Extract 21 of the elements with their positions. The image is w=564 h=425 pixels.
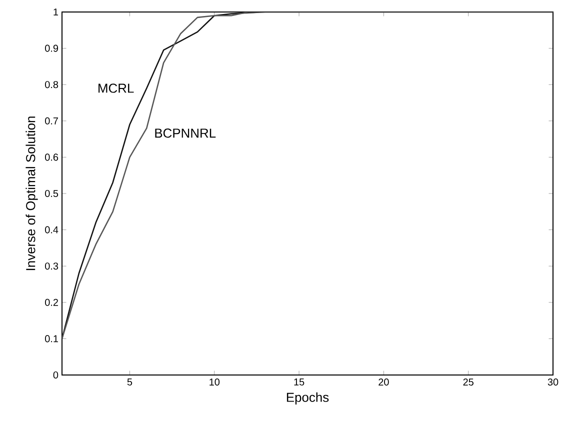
- y-tick-label: 0: [53, 371, 58, 379]
- series-label: BCPNNRL: [155, 128, 216, 138]
- x-tick-label: 30: [548, 378, 558, 386]
- x-axis-title: Epochs: [286, 392, 329, 404]
- y-tick-label: 1: [54, 8, 58, 16]
- y-tick-label: 0.4: [45, 226, 58, 234]
- x-tick-label: 25: [463, 378, 474, 386]
- y-tick-label: 0.6: [45, 154, 58, 161]
- y-axis-title: Inverse of Optimal Solution: [26, 116, 38, 270]
- x-tick-label: 10: [210, 378, 220, 386]
- x-tick-label: 15: [294, 378, 304, 386]
- y-tick-label: 0.8: [45, 81, 58, 88]
- y-tick-label: 0.9: [45, 44, 58, 52]
- series-label: MCRL: [98, 84, 134, 93]
- x-tick-label: 5: [127, 378, 132, 386]
- y-tick-label: 0.3: [45, 262, 58, 270]
- y-tick-label: 0.7: [45, 117, 58, 124]
- x-tick-label: 20: [378, 378, 389, 386]
- y-tick-label: 0.2: [45, 298, 58, 306]
- y-tick-label: 0.5: [45, 190, 58, 198]
- y-tick-label: 0.1: [45, 335, 58, 342]
